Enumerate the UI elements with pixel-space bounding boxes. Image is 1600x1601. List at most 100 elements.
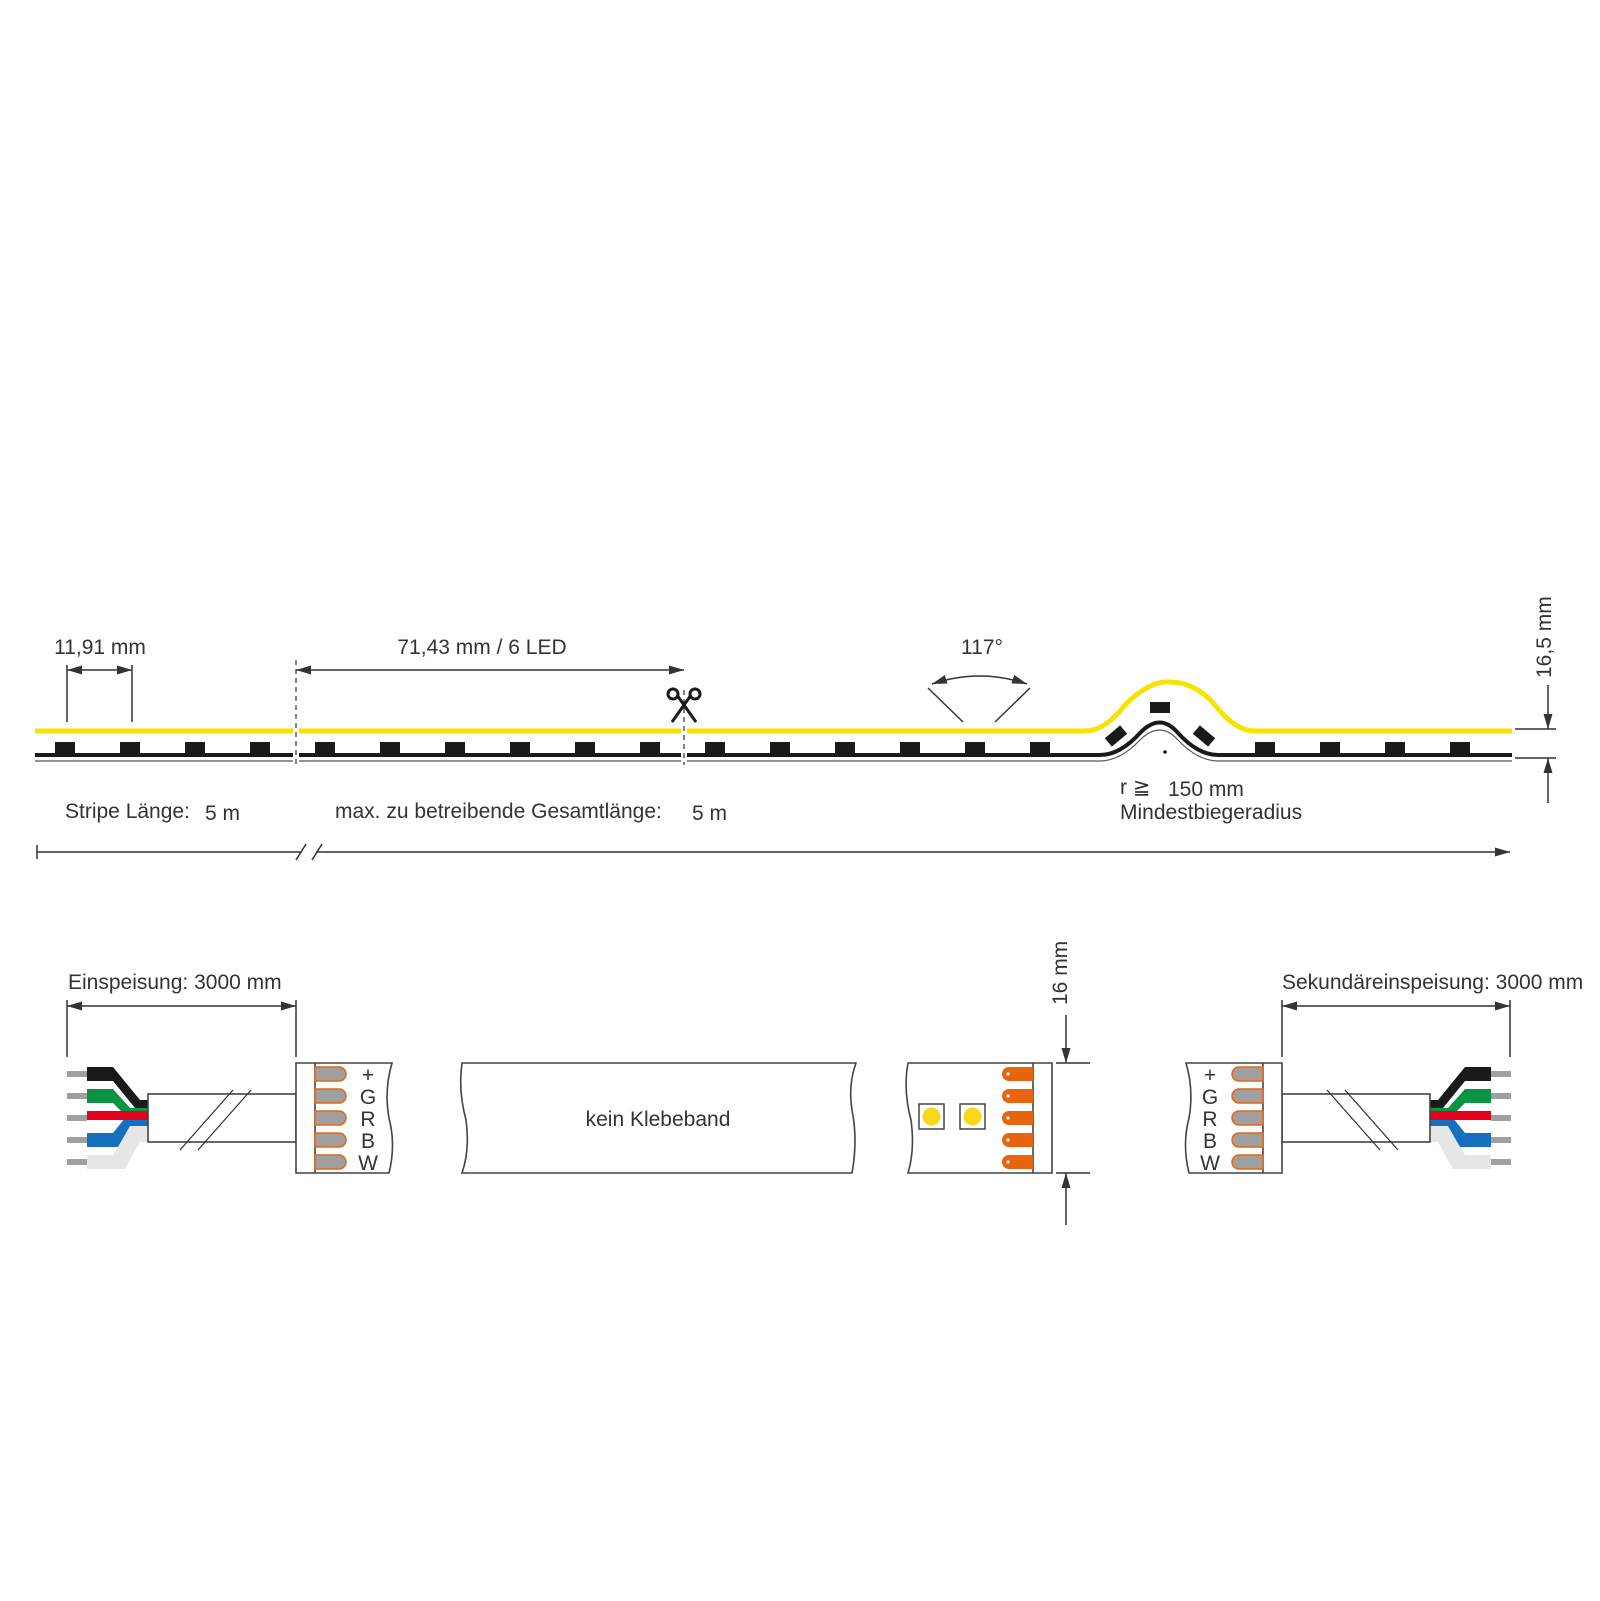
strip-height-label: 16,5 mm — [1533, 596, 1556, 678]
wire — [1430, 1089, 1491, 1112]
strip-no-adhesive: kein Klebeband — [459, 1062, 858, 1174]
led-chip — [1150, 702, 1170, 713]
led-chip — [1385, 742, 1405, 753]
strip-height-dimension: 16,5 mm — [1515, 596, 1556, 803]
feed-label: Einspeisung: 3000 mm — [68, 971, 282, 994]
pin-label: R — [360, 1108, 375, 1131]
cut-interval-dimension: 71,43 mm / 6 LED — [296, 636, 684, 675]
radius-value: 150 mm — [1168, 778, 1244, 801]
led-chip — [1192, 725, 1216, 747]
led-chip — [1450, 742, 1470, 753]
led-chip — [835, 742, 855, 753]
pin-label: R — [1202, 1108, 1217, 1131]
led-chip — [900, 742, 920, 753]
wire — [87, 1111, 148, 1120]
secondary-feed-dimension: Sekundäreinspeisung: 3000 mm — [1281, 971, 1583, 1057]
wire — [1430, 1111, 1491, 1120]
wire — [1430, 1067, 1491, 1108]
cut-interval-label: 71,43 mm / 6 LED — [397, 636, 566, 659]
cable — [1281, 1093, 1431, 1143]
wire-tip — [67, 1071, 87, 1077]
solder-pad — [1002, 1067, 1033, 1081]
contact-pad — [314, 1154, 347, 1170]
wire-tip — [1491, 1137, 1511, 1143]
max-length-label: max. zu betreibende Gesamtlänge: — [335, 800, 662, 823]
led-chip — [445, 742, 465, 753]
contact-pad — [314, 1088, 347, 1104]
solder-pad — [1002, 1089, 1033, 1103]
scissors-icon — [666, 687, 702, 723]
solder-pad — [1002, 1155, 1033, 1169]
led-chip — [185, 742, 205, 753]
feed-dimension: Einspeisung: 3000 mm — [66, 971, 297, 1057]
wire-tip — [1491, 1115, 1511, 1121]
pin-label: B — [1203, 1130, 1217, 1153]
radius-symbol: r ≧ — [1120, 776, 1150, 799]
wire — [1430, 1118, 1491, 1147]
secondary-feed-label: Sekundäreinspeisung: 3000 mm — [1282, 971, 1583, 994]
wire-tip — [67, 1137, 87, 1143]
led-chip — [575, 742, 595, 753]
led-chip — [120, 742, 140, 753]
contact-pad — [1231, 1132, 1264, 1148]
bend-center-dot — [1163, 750, 1167, 754]
led-chip — [380, 742, 400, 753]
strip-end-top-view — [905, 1062, 1053, 1174]
no-adhesive-label: kein Klebeband — [586, 1108, 731, 1131]
strip-side-view — [35, 660, 1512, 765]
led-chip — [250, 742, 270, 753]
pin-label: + — [362, 1064, 374, 1087]
cable — [147, 1093, 297, 1143]
pin-label: W — [358, 1152, 378, 1175]
pin-label: G — [360, 1086, 376, 1109]
led-chip — [1104, 725, 1128, 747]
contact-pad — [314, 1110, 347, 1126]
pin-label: G — [1202, 1086, 1218, 1109]
led-chip — [315, 742, 335, 753]
wire-tip — [67, 1159, 87, 1165]
pin-label: B — [361, 1130, 375, 1153]
wire-tip — [1491, 1093, 1511, 1099]
solder-pad — [1002, 1111, 1033, 1125]
max-length-value: 5 m — [692, 802, 727, 825]
wire-tip — [1491, 1071, 1511, 1077]
led-chip — [1030, 742, 1050, 753]
led-pitch-dimension: 11,91 mm — [54, 636, 146, 722]
wire-tip — [1491, 1159, 1511, 1165]
beam-angle-label: 117° — [961, 636, 1003, 659]
wire — [87, 1067, 148, 1108]
led-chip — [640, 742, 660, 753]
wire — [1430, 1126, 1491, 1169]
wire — [87, 1118, 148, 1147]
solder-pad — [1002, 1133, 1033, 1147]
led-pitch-label: 11,91 mm — [54, 636, 146, 659]
contact-pad — [1231, 1154, 1264, 1170]
wire-tip — [67, 1093, 87, 1099]
stripe-length-label: Stripe Länge: — [65, 800, 190, 823]
led-chip — [1320, 742, 1340, 753]
led-chip — [1255, 742, 1275, 753]
wire-tip — [67, 1115, 87, 1121]
strip-width-dimension: 16 mm — [1049, 941, 1090, 1225]
led-chip — [55, 742, 75, 753]
wire — [87, 1089, 148, 1112]
strip-width-label: 16 mm — [1049, 941, 1072, 1005]
contact-pad — [314, 1132, 347, 1148]
beam-angle-indicator: 117° — [927, 636, 1031, 723]
contact-pad — [1231, 1088, 1264, 1104]
led-chip — [510, 742, 530, 753]
total-length-arrow — [36, 843, 1510, 861]
stripe-length-value: 5 m — [205, 802, 240, 825]
led-chip — [770, 742, 790, 753]
pin-label: + — [1204, 1064, 1216, 1087]
pin-label: W — [1200, 1152, 1220, 1175]
led-chip — [705, 742, 725, 753]
contact-pad — [1231, 1066, 1264, 1082]
led-chip — [965, 742, 985, 753]
radius-caption: Mindestbiegeradius — [1120, 801, 1302, 824]
contact-pad — [314, 1066, 347, 1082]
contact-pad — [1231, 1110, 1264, 1126]
